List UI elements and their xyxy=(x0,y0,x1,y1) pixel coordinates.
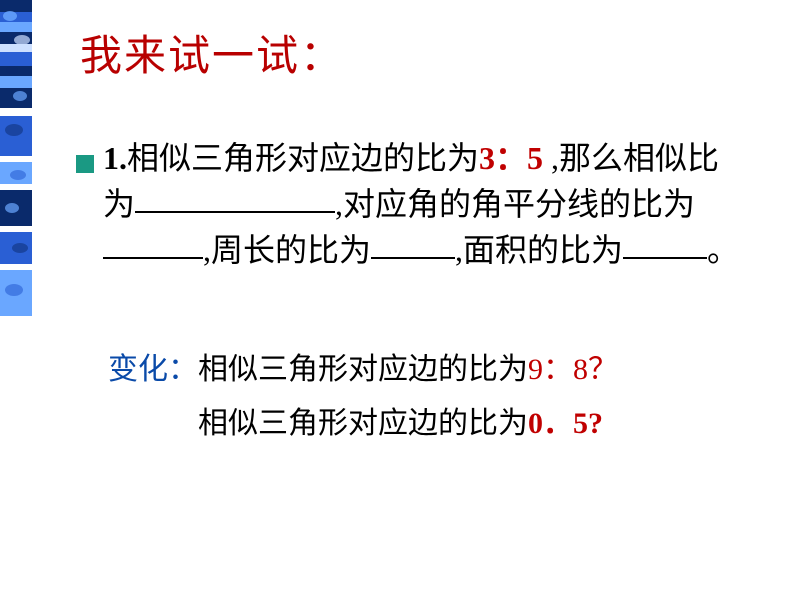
decorative-sidebar xyxy=(0,0,32,596)
t6: 。 xyxy=(707,232,739,268)
ratio-3-5: 3：5 xyxy=(479,140,543,176)
slide: 我来试一试： 1.相似三角形对应边的比为3：5 ,那么相似比为,对应角的角平分线… xyxy=(0,0,794,596)
problem-text: 1.相似三角形对应边的比为3：5 ,那么相似比为,对应角的角平分线的比为,周长的… xyxy=(103,135,743,273)
variation-text: 变化：相似三角形对应边的比为9：8？ 相似三角形对应边的比为0．5? xyxy=(108,345,748,449)
sidebar-pattern xyxy=(0,0,32,596)
t3: ,对应角的角平分线的比为 xyxy=(335,186,695,222)
var-line1a: 相似三角形对应边的比为 xyxy=(198,353,528,386)
blank-3 xyxy=(371,227,455,259)
t5: ,面积的比为 xyxy=(455,232,623,268)
slide-title: 我来试一试： xyxy=(80,22,344,83)
t1: 相似三角形对应边的比为 xyxy=(127,140,479,176)
t4: ,周长的比为 xyxy=(203,232,371,268)
blank-1 xyxy=(135,181,335,213)
variation-line2: 相似三角形对应边的比为0．5? xyxy=(108,399,748,449)
problem-number: 1. xyxy=(103,140,127,176)
blank-4 xyxy=(623,227,707,259)
blank-2 xyxy=(103,227,203,259)
title-text: 我来试一试： xyxy=(80,34,344,80)
bullet-square-icon xyxy=(76,155,94,173)
var-ratio-05: 0．5? xyxy=(528,407,603,440)
variation-label: 变化： xyxy=(108,353,198,386)
var-ratio-9-8: 9：8？ xyxy=(528,353,618,386)
var-line2a: 相似三角形对应边的比为 xyxy=(198,407,528,440)
